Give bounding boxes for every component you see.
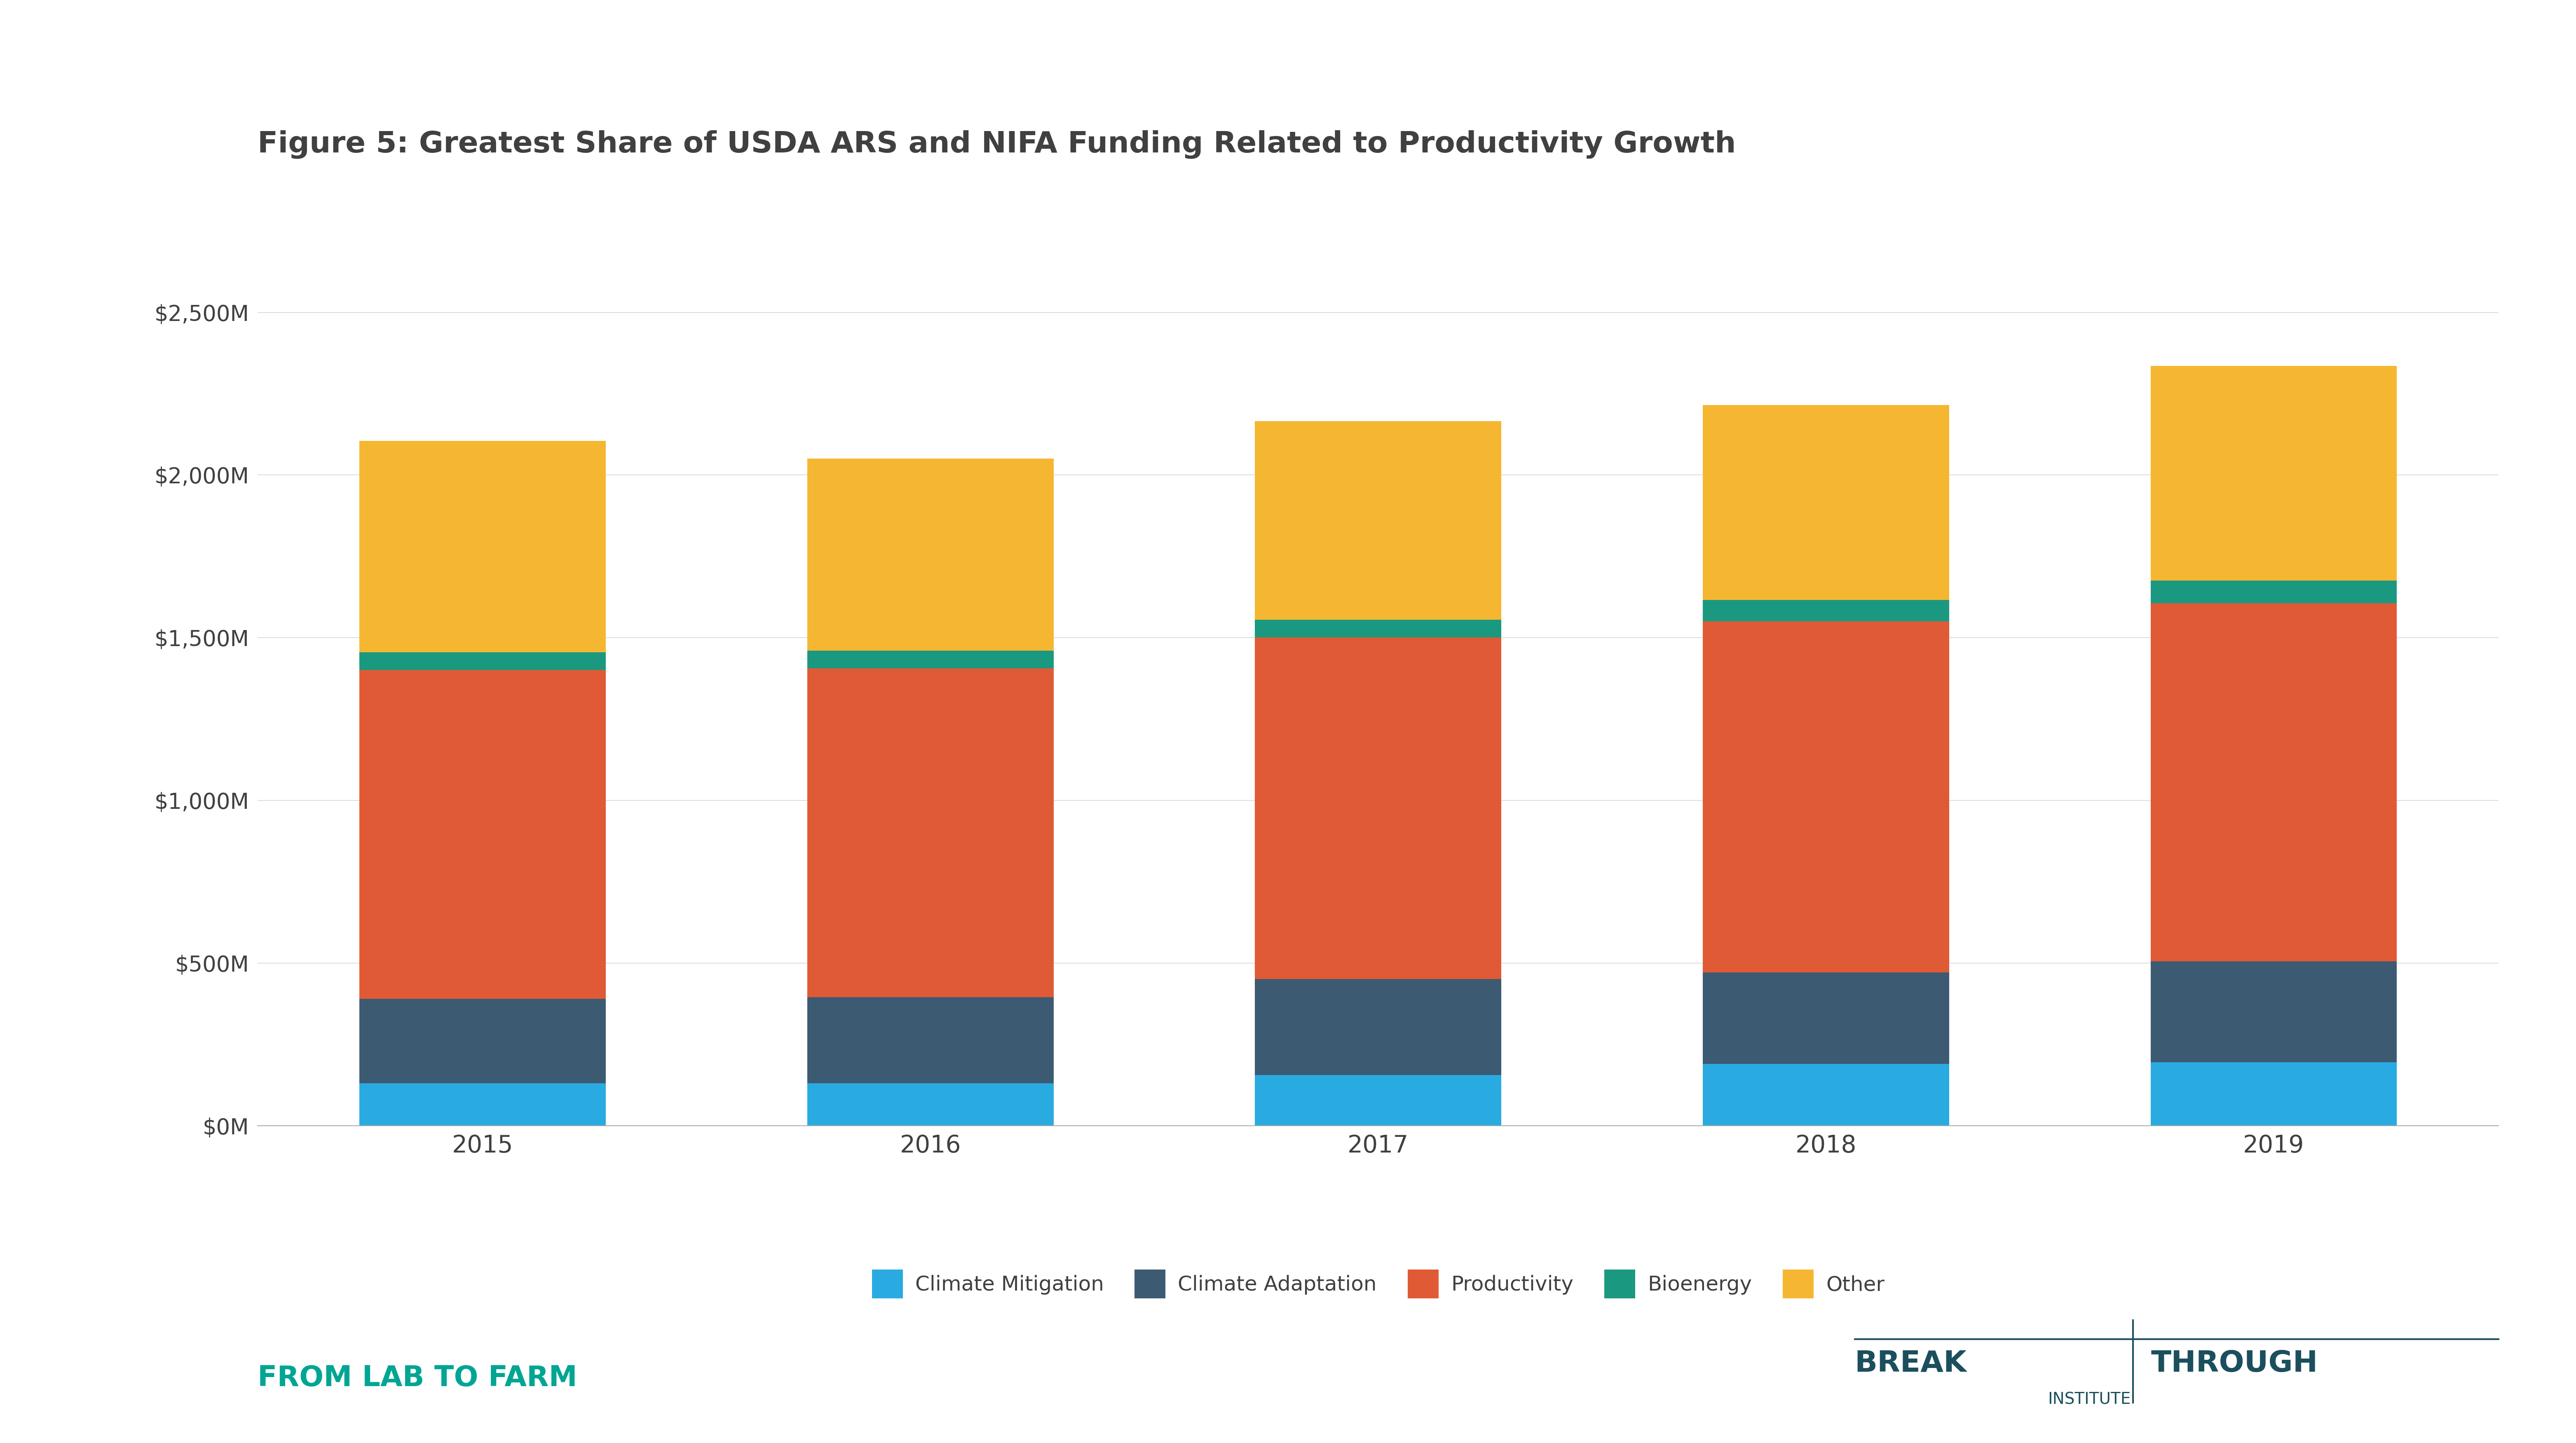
Bar: [806, 459, 1054, 651]
Bar: [1703, 405, 1950, 600]
Bar: [361, 1084, 605, 1126]
Bar: [2151, 961, 2396, 1062]
Bar: [1703, 973, 1950, 1063]
Text: THROUGH: THROUGH: [2151, 1349, 2318, 1378]
Bar: [361, 670, 605, 999]
Bar: [2151, 603, 2396, 961]
Bar: [806, 997, 1054, 1084]
Bar: [361, 440, 605, 652]
Bar: [2151, 1062, 2396, 1126]
Bar: [1255, 638, 1502, 980]
Bar: [806, 1084, 1054, 1126]
Text: INSTITUTE: INSTITUTE: [2048, 1392, 2130, 1407]
Text: Figure 5: Greatest Share of USDA ARS and NIFA Funding Related to Productivity Gr: Figure 5: Greatest Share of USDA ARS and…: [258, 130, 1736, 159]
Text: BREAK: BREAK: [1855, 1349, 1968, 1378]
Bar: [806, 651, 1054, 668]
Text: FROM LAB TO FARM: FROM LAB TO FARM: [258, 1364, 577, 1392]
Bar: [2151, 367, 2396, 580]
Bar: [1703, 1063, 1950, 1126]
Bar: [1703, 600, 1950, 622]
Bar: [1255, 980, 1502, 1075]
Bar: [1255, 1075, 1502, 1126]
Bar: [806, 668, 1054, 997]
Bar: [2151, 580, 2396, 603]
Bar: [361, 652, 605, 670]
Bar: [361, 999, 605, 1084]
Legend: Climate Mitigation, Climate Adaptation, Productivity, Bioenergy, Other: Climate Mitigation, Climate Adaptation, …: [863, 1261, 1893, 1307]
Bar: [1703, 622, 1950, 973]
Bar: [1255, 619, 1502, 638]
Bar: [1255, 421, 1502, 619]
